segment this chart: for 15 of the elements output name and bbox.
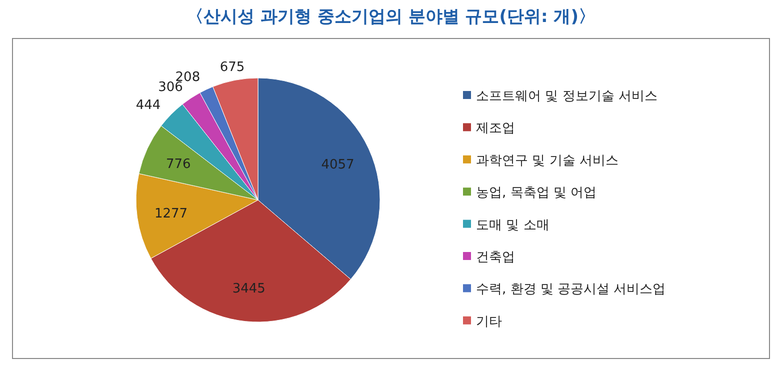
legend-label: 수력, 환경 및 공공시설 서비스업 (476, 282, 666, 298)
data-label: 444 (136, 98, 161, 114)
data-label: 776 (166, 156, 191, 172)
legend-label: 농업, 목축업 및 어업 (476, 186, 597, 201)
data-label: 4057 (321, 157, 354, 172)
data-label: 1277 (154, 206, 188, 222)
chart-title: 〈산시성 과기형 중소기업의 분야별 규모(단위: 개)〉 (186, 7, 596, 27)
legend-label: 건축업 (476, 250, 515, 265)
legend-label: 과학연구 및 기술 서비스 (476, 153, 618, 168)
legend-label: 제조업 (476, 121, 515, 136)
legend-label: 기타 (476, 314, 502, 330)
legend-label: 도매 및 소매 (476, 218, 550, 233)
legend-label: 소프트웨어 및 정보기술 서비스 (476, 89, 658, 104)
data-label: 675 (220, 60, 245, 75)
data-label: 3445 (232, 281, 266, 296)
